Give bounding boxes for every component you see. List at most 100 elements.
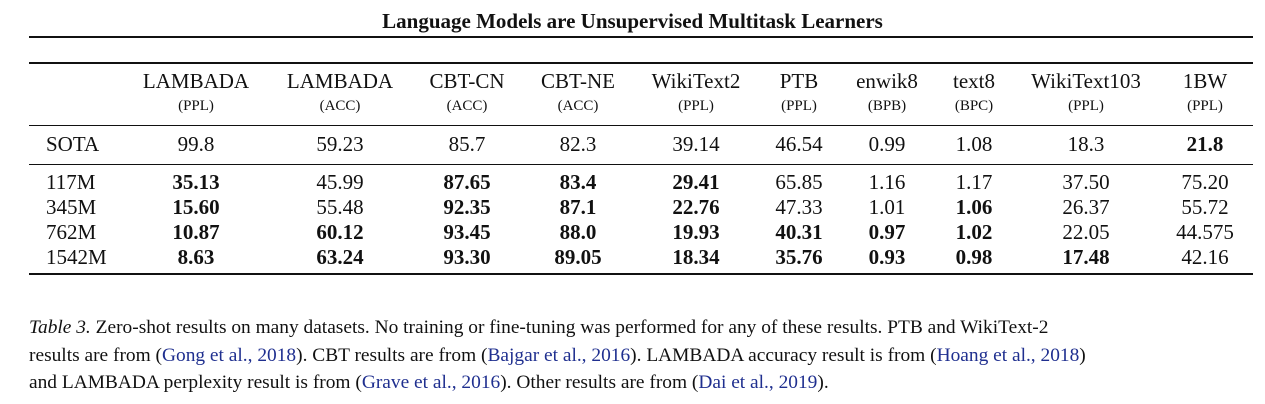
column-unit: (PPL) [781,98,817,114]
table-cell: 40.31 [775,220,823,244]
citation-link[interactable]: Gong et al., 2018 [162,344,297,366]
column-header: CBT-CN [429,69,505,93]
table-cell: 1.17 [955,170,993,194]
caption-text: and LAMBADA perplexity result is from ( [29,372,362,393]
row-label: 345M [46,195,97,219]
row-label: SOTA [46,132,100,156]
column-unit: (BPB) [867,98,907,114]
table-cell: 26.37 [1062,195,1110,219]
column-unit: (PPL) [1187,98,1223,114]
citation-link[interactable]: Bajgar et al., 2016 [487,344,631,366]
table-cell: 0.97 [868,220,906,244]
table-cell: 42.16 [1181,245,1229,269]
table-cell: 92.35 [443,195,491,219]
table-cell: 1.16 [868,170,906,194]
table-cell: 19.93 [672,220,720,244]
table-cell: 87.65 [443,170,491,194]
column-unit: (PPL) [178,98,214,114]
table-cell: 55.48 [316,195,364,219]
column-unit: (ACC) [446,98,488,114]
table-cell: 1.08 [955,132,993,156]
table-cell: 21.8 [1186,132,1224,156]
caption-label: Table 3. [29,317,91,338]
column-header: WikiText103 [1031,69,1141,93]
table-cell: 89.05 [554,245,602,269]
column-header: CBT-NE [541,69,615,93]
table-cell: 1.02 [955,220,993,244]
table-cell: 0.98 [955,245,993,269]
table-cell: 83.4 [559,170,597,194]
citation-link[interactable]: Dai et al., 2019 [698,372,818,393]
column-header: PTB [779,69,819,93]
table-cell: 93.30 [443,245,491,269]
table-cell: 99.8 [177,132,215,156]
table-caption: Table 3. Zero-shot results on many datas… [29,314,1257,397]
caption-line-1: Table 3. Zero-shot results on many datas… [29,314,1257,342]
table-cell: 85.7 [448,132,486,156]
table-cell: 39.14 [672,132,720,156]
column-unit: (PPL) [678,98,714,114]
caption-text: ). [817,372,829,393]
column-unit: (ACC) [319,98,361,114]
caption-line-2: results are from (Gong et al., 2018). CB… [29,342,1257,370]
column-unit: (ACC) [557,98,599,114]
column-header: LAMBADA [286,69,394,93]
row-label: 762M [46,220,97,244]
table-cell: 22.76 [672,195,720,219]
table-cell: 46.54 [775,132,823,156]
table-cell: 0.93 [868,245,906,269]
table-cell: 44.575 [1176,220,1234,244]
table-cell: 47.33 [775,195,823,219]
table-cell: 22.05 [1062,220,1110,244]
table-cell: 29.41 [672,170,720,194]
table-mid-rule-header [29,125,1253,126]
table-cell: 63.24 [316,245,364,269]
table-cell: 17.48 [1062,245,1110,269]
table-cell: 87.1 [559,195,597,219]
caption-text: ). Other results are from ( [500,372,699,393]
table-cell: 8.63 [177,245,215,269]
table-cell: 35.76 [775,245,823,269]
table-cell: 35.13 [172,170,220,194]
running-title: Language Models are Unsupervised Multita… [382,9,883,33]
table-cell: 59.23 [316,132,364,156]
header-rule [29,36,1253,38]
table-cell: 60.12 [316,220,364,244]
table-cell: 37.50 [1062,170,1110,194]
table-cell: 10.87 [172,220,220,244]
table-cell: 88.0 [559,220,597,244]
column-header: LAMBADA [142,69,250,93]
table-cell: 1.06 [955,195,993,219]
table-cell: 65.85 [775,170,823,194]
table-cell: 45.99 [316,170,364,194]
table-mid-rule-sota [29,164,1253,165]
table-cell: 18.3 [1067,132,1105,156]
caption-text: results are from ( [29,344,162,366]
table-cell: 93.45 [443,220,491,244]
row-label: 1542M [46,245,107,269]
caption-text: ). CBT results are from ( [296,344,488,366]
column-header: WikiText2 [651,69,741,93]
table-cell: 75.20 [1181,170,1229,194]
caption-line-3: and LAMBADA perplexity result is from (G… [29,369,1257,397]
caption-text: ). LAMBADA accuracy result is from ( [630,344,937,366]
citation-link[interactable]: Hoang et al., 2018 [936,344,1080,366]
table-cell: 0.99 [868,132,906,156]
table-cell: 18.34 [672,245,720,269]
column-header: enwik8 [856,69,918,93]
table-cell: 1.01 [868,195,906,219]
caption-text: ) [1079,344,1086,366]
column-unit: (BPC) [954,98,994,114]
results-table: LAMBADA (PPL) LAMBADA (ACC) CBT-CN (ACC) CBT-N… [29,0,1253,280]
row-label: 117M [46,170,96,194]
table-cell: 55.72 [1181,195,1229,219]
column-unit: (PPL) [1068,98,1104,114]
table-top-rule [29,62,1253,64]
table-bottom-rule [29,273,1253,275]
column-header: text8 [953,69,995,93]
table-cell: 15.60 [172,195,220,219]
citation-link[interactable]: Grave et al., 2016 [361,372,501,393]
caption-text: Zero-shot results on many datasets. No t… [90,317,1049,338]
table-cell: 82.3 [559,132,597,156]
column-header: 1BW [1182,69,1228,93]
